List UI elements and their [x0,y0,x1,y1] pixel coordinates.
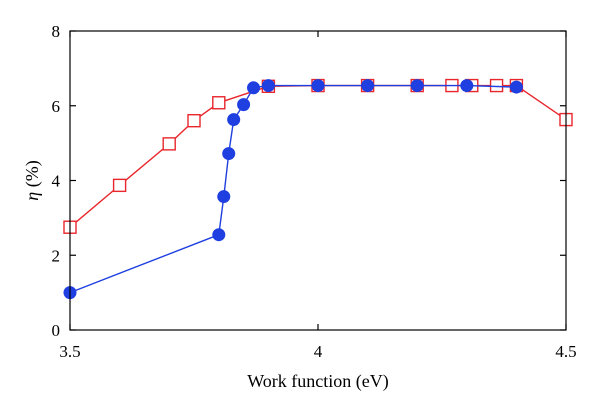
series-1 [63,79,523,300]
x-axis-label: Work function (eV) [247,371,389,392]
data-point [237,98,251,112]
y-tick-label: 4 [52,172,61,191]
y-tick-label: 2 [52,246,61,265]
series-line [69,84,567,228]
data-point [112,178,127,193]
y-axis-label-unit: (%) [22,160,43,191]
data-point [460,79,474,93]
data-point [410,79,424,93]
data-point [261,79,275,93]
y-axis-label: η (%) [22,160,43,200]
data-point [212,228,226,242]
x-tick-label: 4 [314,342,323,361]
series-0 [63,78,573,234]
data-point [217,190,231,204]
x-tick-label: 3.5 [59,342,80,361]
plot-frame [69,30,567,331]
data-point [162,137,176,151]
series-line [69,84,517,294]
y-tick-label: 6 [52,97,61,116]
data-point [311,79,325,93]
y-tick-label: 8 [52,22,61,41]
data-point [187,113,201,128]
data-point [222,147,236,161]
data-point [489,78,504,93]
data-point [227,113,241,127]
data-point [509,80,523,94]
data-point [212,96,226,110]
y-axis-label-symbol: η [22,192,42,201]
x-tick-label: 4.5 [555,342,576,361]
y-tick-label: 0 [52,321,61,340]
data-point [247,81,261,95]
data-point [361,79,375,93]
